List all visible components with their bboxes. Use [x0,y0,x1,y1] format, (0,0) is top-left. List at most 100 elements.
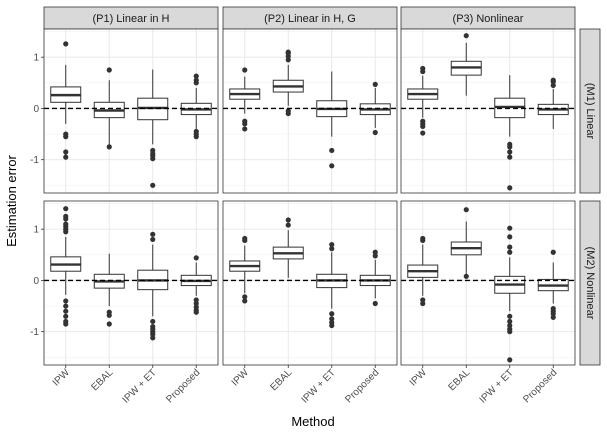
outlier-point [193,300,199,307]
outlier-point [63,206,69,212]
outlier-point [285,110,291,117]
boxplot-ipw [229,67,261,132]
outlier-point [329,246,335,252]
facet-panel [400,200,576,366]
outlier-point [193,297,199,303]
panel-border [43,200,219,366]
boxplot-proposed [359,81,391,136]
outlier-point [63,298,69,304]
outlier-point [507,225,513,231]
x-tick-label: IPW + ET [121,367,159,405]
boxplot-ebal [93,253,125,327]
outlier-point [63,308,69,314]
outlier-point [193,134,199,140]
outlier-point [150,318,156,325]
boxplot-ipw [50,41,82,160]
boxplot-proposed [537,249,569,320]
outlier-point [106,144,112,150]
outlier-point [285,49,291,55]
panel-border [400,200,576,366]
outlier-point [507,357,513,363]
outlier-point [420,235,426,242]
facet-panel [43,200,219,366]
boxplot-ebal [450,207,482,279]
outlier-point [550,314,556,320]
outlier-point [372,253,378,259]
panel-border [43,28,219,194]
outlier-point [193,255,199,261]
boxplot-ebal [93,67,125,150]
outlier-point [63,134,69,140]
outlier-point [63,41,69,47]
outlier-point [285,222,291,228]
outlier-point [550,77,556,83]
row-strip-label: (M2) Nonlinear [584,247,596,320]
facet-panel [400,28,576,194]
outlier-point [372,249,378,255]
boxplot-ipw [50,206,82,327]
outlier-point [329,316,335,322]
outlier-point [372,300,378,307]
x-tick-label: Proposed [343,367,381,405]
boxplot-ebal [450,33,482,96]
column-strip-label: (P2) Linear in H, G [264,13,356,25]
row-strip-label: (M1) Linear [584,83,596,140]
boxplot-ipw [407,65,439,136]
outlier-point [285,57,291,63]
outlier-point [242,121,248,127]
outlier-point [550,249,556,255]
outlier-point [150,231,156,237]
row-strip [579,200,601,366]
outlier-point [507,329,513,335]
panel-border [222,28,398,194]
outlier-point [150,236,156,243]
outlier-point [242,294,248,300]
outlier-point [550,311,556,317]
panel-border [400,28,576,194]
outlier-point [420,123,426,129]
outlier-point [63,321,69,327]
y-tick-label: -1 [30,327,39,338]
boxplot-ebal [272,49,304,117]
boxplot-ipw [229,235,261,304]
outlier-point [420,65,426,72]
outlier-point [507,244,513,250]
outlier-point [507,322,513,329]
x-tick-label: Proposed [164,367,202,405]
x-tick-label: IPW + ET [478,367,516,405]
panel-border [222,200,398,366]
outlier-point [329,147,335,154]
column-strip-label: (P1) Linear in H [92,13,169,25]
boxplot-ipw [407,235,439,307]
outlier-point [507,154,513,160]
y-axis-title: Estimation error [4,154,19,246]
column-strip-label: (P3) Nonlinear [453,13,524,25]
x-tick-label: EBAL [90,367,116,393]
x-tick-label: IPW [51,367,73,389]
outlier-point [285,217,291,223]
facet-panel [222,28,398,194]
outlier-point [242,298,248,304]
outlier-point [420,300,426,307]
x-tick-label: EBAL [269,367,295,393]
outlier-point [193,73,199,79]
outlier-point [106,67,112,73]
outlier-point [507,234,513,240]
outlier-point [507,185,513,191]
outlier-point [242,126,248,132]
outlier-point [63,303,69,309]
outlier-point [507,318,513,325]
outlier-point [150,156,156,162]
outlier-point [63,154,69,160]
outlier-point [463,207,469,213]
y-tick-label: 1 [33,53,39,64]
outlier-point [63,213,69,219]
outlier-point [329,322,335,329]
y-tick-label: -1 [30,155,39,166]
outlier-point [420,297,426,303]
y-tick-label: 0 [33,276,39,287]
boxplot-ebal [272,217,304,278]
outlier-point [242,67,248,73]
outlier-point [193,77,199,83]
